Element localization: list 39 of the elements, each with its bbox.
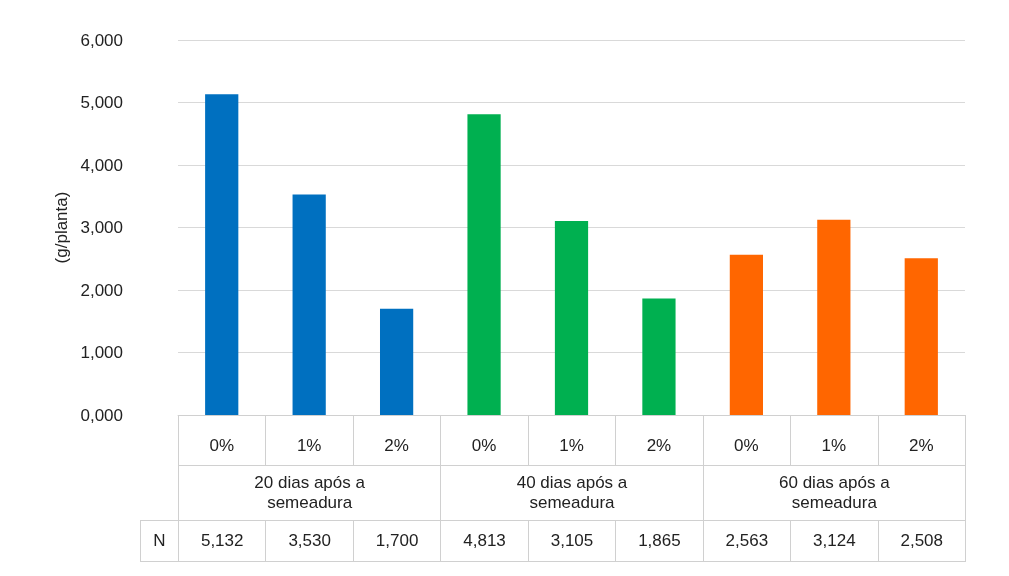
bar bbox=[292, 194, 326, 415]
data-label: 2,508 bbox=[877, 520, 966, 562]
data-label: 1,865 bbox=[615, 520, 704, 562]
x-tick-label: 0% bbox=[471, 436, 497, 455]
y-tick-label: 4,000 bbox=[80, 155, 123, 175]
y-tick-label: 1,000 bbox=[80, 343, 123, 362]
bar bbox=[380, 308, 414, 415]
bar bbox=[904, 258, 938, 415]
y-axis-title: (g/planta) bbox=[51, 191, 71, 264]
data-label: 2,563 bbox=[702, 520, 792, 562]
data-label: 1,700 bbox=[352, 520, 442, 562]
data-label: 3,105 bbox=[527, 520, 617, 562]
bar bbox=[817, 219, 851, 415]
bar bbox=[642, 298, 676, 415]
y-tick-label: 6,000 bbox=[80, 30, 123, 50]
x-tick-label: 0% bbox=[209, 436, 235, 455]
bar bbox=[554, 220, 589, 415]
x-tick-label: 2% bbox=[908, 436, 934, 455]
data-label: 3,124 bbox=[790, 520, 879, 562]
x-tick-label: 0% bbox=[734, 436, 759, 455]
x-tick-label: 1% bbox=[296, 436, 322, 455]
text: N bbox=[140, 520, 179, 562]
x-tick-label: 2% bbox=[384, 436, 409, 455]
data-label: 3,530 bbox=[265, 520, 354, 562]
x-tick-label: 1% bbox=[559, 436, 584, 455]
x-tick-label: 1% bbox=[821, 436, 847, 455]
data-label: 4,813 bbox=[440, 520, 529, 562]
bar bbox=[205, 94, 239, 415]
y-tick-label: 2,000 bbox=[80, 280, 123, 300]
bar bbox=[467, 114, 501, 415]
y-tick-label: 5,000 bbox=[80, 93, 123, 112]
x-tick-label: 2% bbox=[646, 436, 672, 455]
y-tick-label: 0,000 bbox=[80, 405, 123, 425]
text: 40 dias após a semeadura bbox=[440, 465, 704, 521]
text: 20 dias após a semeadura bbox=[178, 465, 442, 521]
text: 60 dias após a semeadura bbox=[702, 465, 966, 521]
bar bbox=[729, 254, 763, 415]
data-label: 5,132 bbox=[178, 520, 267, 562]
y-tick-label: 3,000 bbox=[80, 218, 123, 237]
